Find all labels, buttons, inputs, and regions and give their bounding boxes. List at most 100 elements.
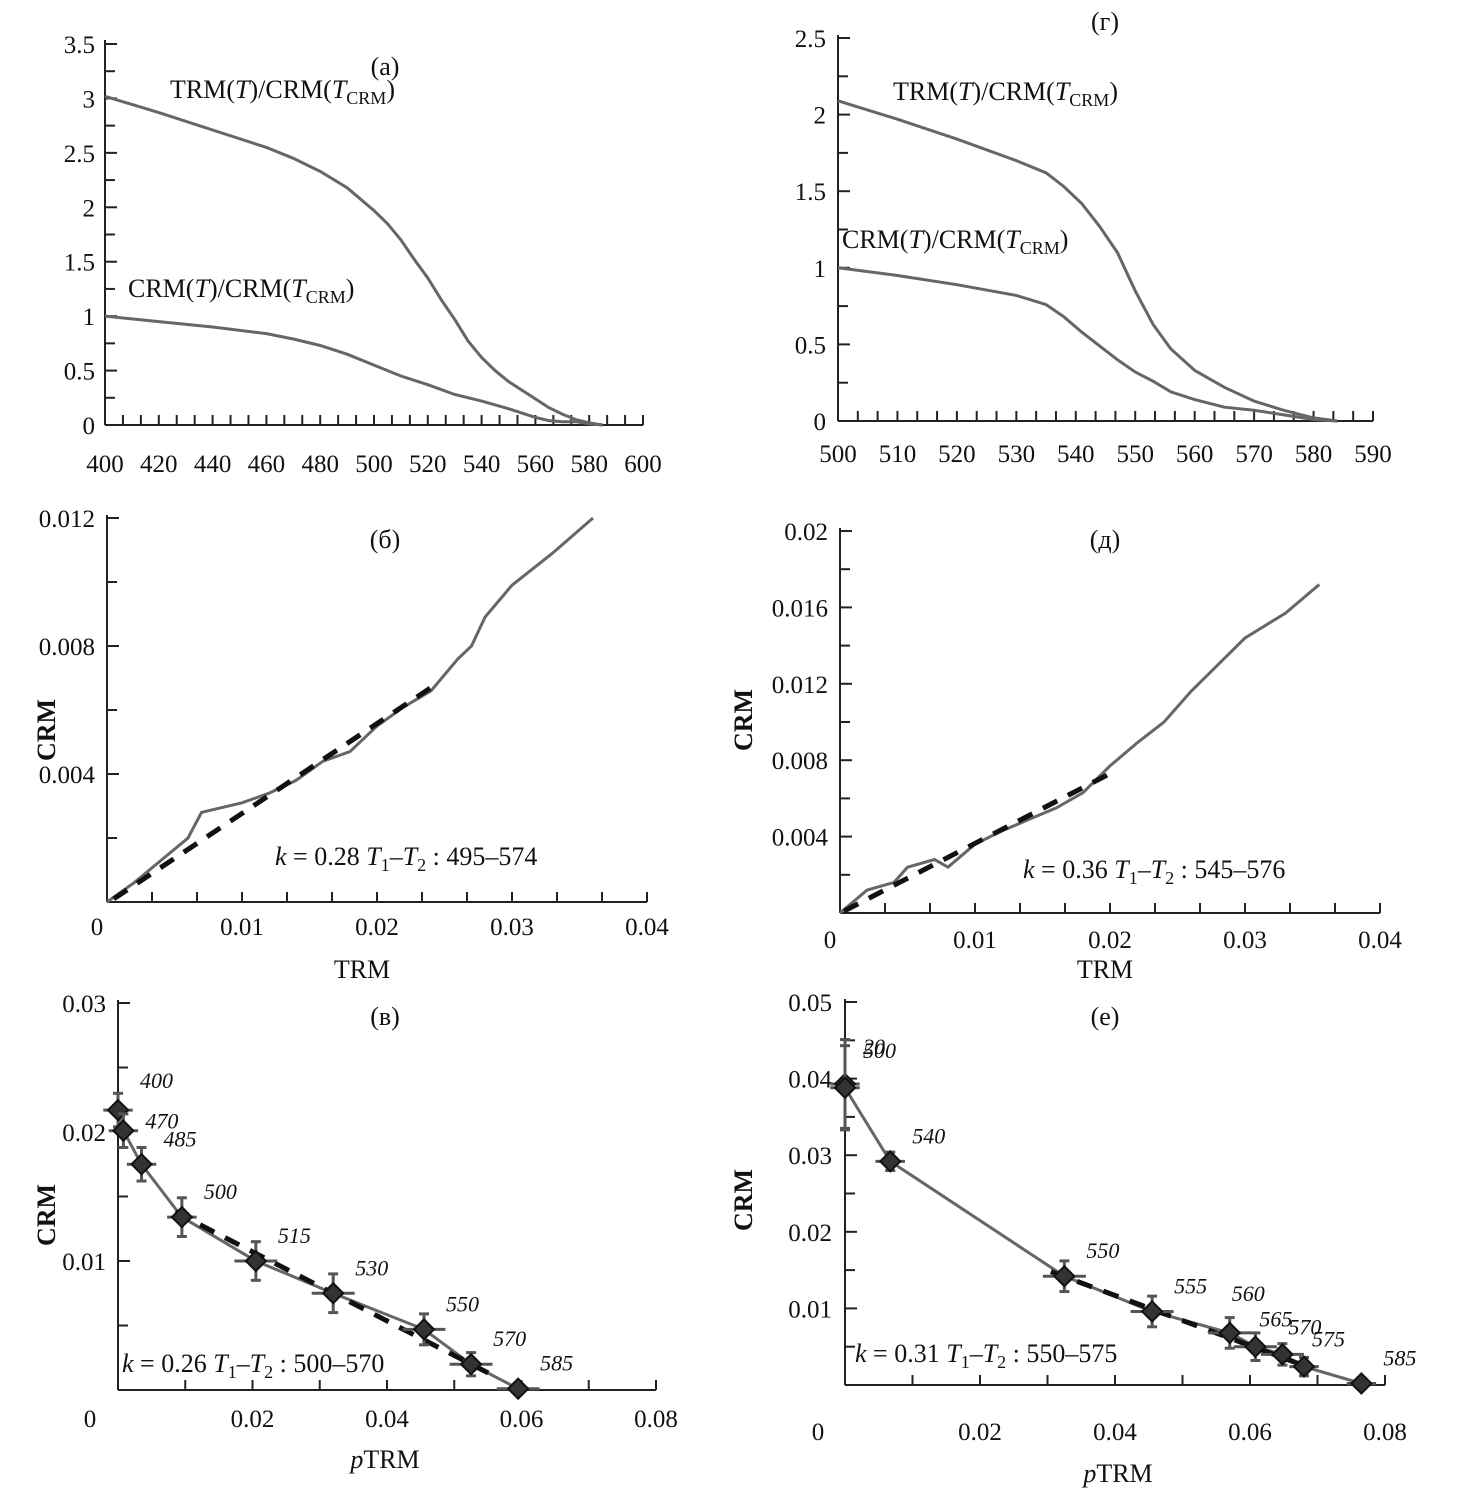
x-axis-title-main: TRM bbox=[334, 955, 390, 984]
fit-annotation: k = 0.31 T1–T2 : 550–575 bbox=[855, 1339, 1117, 1372]
point-label: 530 bbox=[355, 1255, 388, 1280]
y-tick-label: 0.5 bbox=[795, 332, 826, 359]
diamond-marker bbox=[321, 1281, 345, 1305]
x-tick-label: 0.04 bbox=[1093, 1419, 1137, 1446]
data-point bbox=[108, 1112, 139, 1149]
series-label-part: ) bbox=[1109, 77, 1118, 106]
data-point bbox=[103, 1091, 133, 1129]
series-label-part: T bbox=[291, 274, 307, 303]
data-point bbox=[311, 1272, 355, 1315]
data-point bbox=[1289, 1355, 1319, 1379]
fit-annotation-part: T bbox=[366, 842, 382, 871]
series-label-part: CRM( bbox=[842, 225, 908, 254]
series-label-part: )/CRM( bbox=[249, 75, 331, 104]
y-tick-label: 3 bbox=[83, 86, 96, 113]
panel-label: (в) bbox=[370, 1002, 400, 1031]
y-tick-label: 0.01 bbox=[788, 1296, 832, 1323]
series-label-part: CRM( bbox=[128, 274, 194, 303]
connecting-line bbox=[116, 1109, 519, 1391]
x-axis-title-italic: p bbox=[348, 1445, 363, 1474]
y-tick-label: 0 bbox=[83, 413, 96, 440]
diamond-marker bbox=[111, 1119, 135, 1143]
y-tick-label: 0.012 bbox=[39, 506, 95, 533]
data-point bbox=[167, 1196, 197, 1238]
fit-annotation-part: k bbox=[855, 1339, 867, 1368]
fit-annotation: k = 0.26 T1–T2 : 500–570 bbox=[122, 1349, 384, 1382]
x-tick-label: 0.06 bbox=[1228, 1419, 1272, 1446]
fit-annotation-part: 2 bbox=[997, 1352, 1006, 1372]
diamond-marker bbox=[170, 1205, 194, 1229]
x-tick-label: 0.08 bbox=[1363, 1419, 1407, 1446]
series-line bbox=[106, 516, 594, 904]
panel-label: (г) bbox=[1091, 7, 1119, 36]
data-point bbox=[402, 1312, 446, 1347]
x-tick-label: 0 bbox=[84, 1406, 97, 1433]
fit-annotation-part: 2 bbox=[1165, 868, 1174, 888]
fit-annotation-part: 1 bbox=[228, 1362, 237, 1382]
series-line bbox=[837, 99, 1338, 423]
data-point bbox=[1233, 1331, 1277, 1362]
point-label: 575 bbox=[1312, 1327, 1345, 1352]
diamond-marker bbox=[833, 1076, 857, 1100]
series-label-part: TRM( bbox=[893, 77, 958, 106]
point-label: 500 bbox=[204, 1179, 237, 1204]
fit-annotation-part: – bbox=[1137, 855, 1152, 884]
diamond-marker bbox=[1270, 1342, 1294, 1366]
y-tick-label: 3.5 bbox=[64, 32, 95, 59]
diamond-marker bbox=[1243, 1335, 1267, 1359]
fit-annotation-part: k bbox=[275, 842, 287, 871]
x-tick-label: 540 bbox=[463, 451, 501, 478]
x-tick-label: 0.03 bbox=[490, 914, 534, 941]
y-axis-title: CRM bbox=[729, 689, 758, 751]
x-axis-title-main: TRM bbox=[1096, 1459, 1152, 1488]
series-label-part: )/CRM( bbox=[972, 77, 1054, 106]
fit-annotation-part: T bbox=[403, 842, 419, 871]
series-label-part: )/CRM( bbox=[923, 225, 1005, 254]
panel-label: (д) bbox=[1090, 525, 1121, 554]
diamond-marker bbox=[1052, 1264, 1076, 1288]
x-tick-label: 0.04 bbox=[1358, 927, 1402, 954]
y-axis-title: CRM bbox=[729, 1169, 758, 1231]
data-point bbox=[1130, 1294, 1174, 1329]
y-tick-label: 0.008 bbox=[39, 634, 95, 661]
x-tick-label: 0.04 bbox=[365, 1406, 409, 1433]
point-label: 550 bbox=[446, 1291, 479, 1316]
diamond-marker bbox=[1292, 1355, 1316, 1379]
panel-g: 500 510 520 530 540 550 560 570 580 590 0 0.5 1 1.5 2 2… bbox=[795, 7, 1392, 468]
point-label: 400 bbox=[140, 1068, 173, 1093]
x-tick-label: 560 bbox=[1176, 441, 1214, 468]
y-tick-label: 0.008 bbox=[772, 748, 828, 775]
x-tick-label: 590 bbox=[1354, 441, 1392, 468]
y-tick-label: 0.012 bbox=[772, 672, 828, 699]
x-tick-label: 580 bbox=[1295, 441, 1333, 468]
diamond-marker bbox=[1140, 1300, 1164, 1323]
fit-annotation-part: T bbox=[1114, 855, 1130, 884]
point-label: 565 bbox=[1259, 1307, 1292, 1332]
y-tick-label: 0.004 bbox=[772, 825, 829, 852]
x-tick-label: 0.02 bbox=[231, 1406, 275, 1433]
panel-a: 400 420 440 460 480 500 520 540 560 580 600 0 0.5 1 1.… bbox=[64, 32, 662, 478]
fit-annotation: k = 0.28 T1–T2 : 495–574 bbox=[275, 842, 537, 875]
series-line bbox=[837, 266, 1338, 423]
x-axis-title: pTRM bbox=[1081, 1459, 1152, 1488]
panel-label: (e) bbox=[1091, 1002, 1120, 1031]
data-point bbox=[1260, 1342, 1304, 1367]
x-tick-label: 550 bbox=[1116, 441, 1154, 468]
y-tick-label: 1 bbox=[814, 256, 827, 283]
point-label: 515 bbox=[278, 1223, 311, 1248]
fit-annotation-part: 2 bbox=[417, 855, 426, 875]
series-label: CRM(T)/CRM(TCRM) bbox=[128, 274, 354, 307]
series-label-part: T bbox=[332, 75, 348, 104]
panel-e: 0 0.02 0.04 0.06 0.08 0.01 0.02 0.03 0.04 0.05 (e)… bbox=[729, 990, 1416, 1488]
x-tick-label: 530 bbox=[998, 441, 1036, 468]
x-tick-label: 460 bbox=[248, 451, 286, 478]
x-tick-label: 440 bbox=[194, 451, 232, 478]
x-tick-label: 520 bbox=[409, 451, 447, 478]
panel-label: (б) bbox=[370, 525, 401, 554]
data-point bbox=[875, 1149, 905, 1173]
fit-annotation-part: = 0.28 bbox=[287, 842, 367, 871]
series-label: TRM(T)/CRM(TCRM) bbox=[170, 75, 395, 108]
y-tick-label: 0.05 bbox=[788, 990, 832, 1017]
fit-annotation-part: T bbox=[983, 1339, 999, 1368]
x-tick-label: 0.02 bbox=[958, 1419, 1002, 1446]
